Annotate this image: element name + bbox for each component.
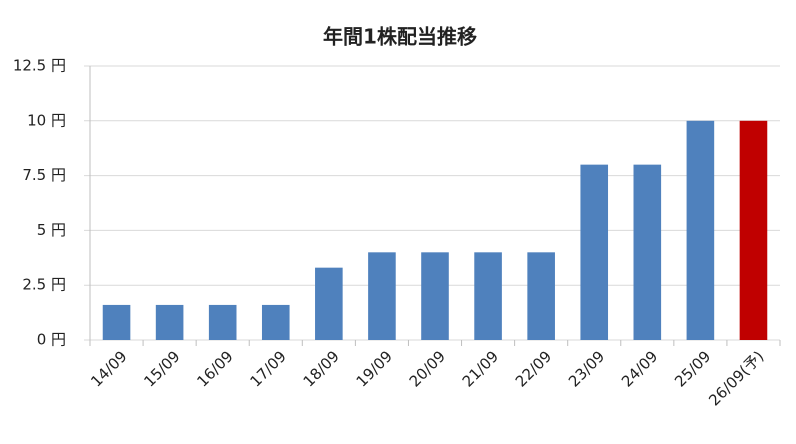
bar — [580, 164, 609, 340]
bar — [261, 304, 290, 340]
bar — [102, 304, 131, 340]
y-tick-label: 12.5 円 — [13, 57, 66, 75]
bar — [208, 304, 237, 340]
y-tick-label: 2.5 円 — [22, 276, 66, 294]
bar — [368, 252, 396, 340]
bar — [155, 304, 184, 340]
bar — [633, 164, 662, 340]
y-tick-label: 7.5 円 — [22, 166, 66, 184]
y-tick-label: 5 円 — [37, 221, 66, 239]
bar — [315, 267, 343, 340]
y-tick-label: 10 円 — [27, 111, 66, 129]
bar — [527, 252, 555, 340]
bar — [474, 252, 502, 340]
chart-title: 年間1株配当推移 — [323, 25, 477, 49]
bar — [686, 120, 715, 340]
bar — [739, 120, 768, 340]
bar — [421, 252, 449, 340]
y-tick-label: 0 円 — [37, 331, 66, 349]
